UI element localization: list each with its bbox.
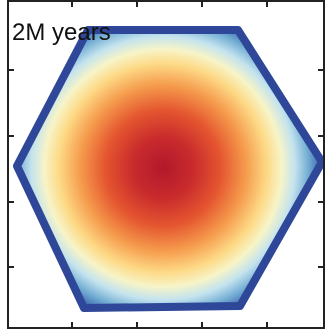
panel-label: 2M years bbox=[12, 19, 111, 46]
ticks bbox=[8, 1, 324, 328]
heatmap bbox=[13, 26, 323, 312]
hexagon-field bbox=[13, 26, 323, 312]
frame bbox=[7, 0, 325, 329]
